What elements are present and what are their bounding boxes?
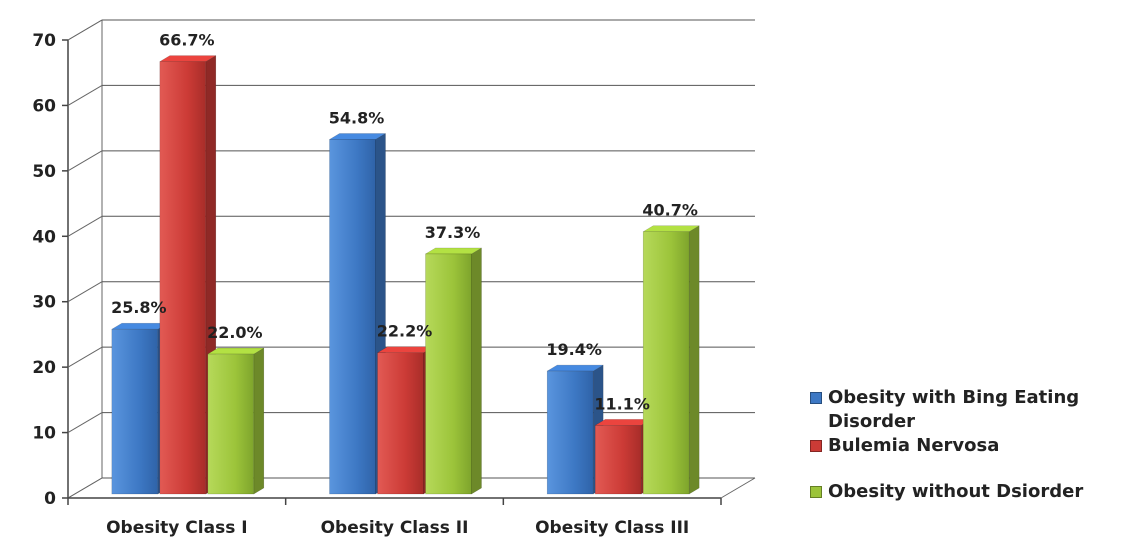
- bar-top: [546, 364, 605, 372]
- bar: [594, 418, 653, 495]
- x-tick-label: Obesity Class II: [321, 518, 469, 538]
- data-label: 37.3%: [425, 223, 481, 242]
- bar-top: [594, 419, 653, 426]
- gridline-diagonal: [67, 215, 103, 237]
- legend: Obesity with Bing Eating Disorder Bulemi…: [810, 386, 1125, 504]
- bar: [376, 346, 435, 495]
- bar: [546, 364, 605, 495]
- y-tick-label: 70: [32, 31, 56, 51]
- bar-top: [110, 322, 169, 330]
- y-tick-label: 30: [32, 293, 56, 313]
- gridline-diagonal: [67, 477, 103, 499]
- bar-side: [688, 225, 700, 495]
- legend-item-bulimia: Bulemia Nervosa: [810, 434, 1125, 458]
- y-tick-label: 60: [32, 96, 56, 116]
- legend-item-binge: Obesity with Bing Eating Disorder: [810, 386, 1125, 434]
- data-label: 22.2%: [377, 322, 433, 341]
- bar-front: [425, 253, 472, 495]
- legend-label: Bulemia Nervosa: [828, 435, 1000, 456]
- bar-top: [424, 247, 483, 255]
- y-tick-label: 20: [32, 358, 56, 378]
- bar-front: [329, 139, 376, 495]
- data-label: 25.8%: [111, 298, 167, 317]
- bar-top: [642, 225, 701, 232]
- data-label: 40.7%: [642, 201, 698, 220]
- x-tick-label: Obesity Class I: [106, 518, 247, 538]
- gridline-diagonal: [67, 150, 103, 172]
- legend-swatch-blue: [810, 392, 822, 404]
- bar: [424, 247, 483, 495]
- bar-top: [158, 55, 217, 62]
- data-label: 54.8%: [329, 108, 385, 127]
- data-label: 66.7%: [159, 31, 215, 50]
- legend-swatch-red: [810, 440, 822, 452]
- chart-walls: [67, 19, 103, 499]
- x-tick-label: Obesity Class III: [535, 518, 689, 538]
- legend-label: Obesity without Dsiorder: [828, 481, 1084, 502]
- y-tick-label: 10: [32, 424, 56, 444]
- gridline-diagonal: [67, 412, 103, 434]
- x-axis: Obesity Class I Obesity Class II Obesity C…: [67, 477, 756, 538]
- gridline-diagonal: [67, 346, 103, 368]
- bar-top: [376, 346, 435, 353]
- data-labels: 25.8% 66.7% 22.0% 54.8% 22.2% 37.3% 19.4% 11.1%…: [111, 31, 698, 414]
- gridline-diagonal: [67, 281, 103, 303]
- bar-front: [111, 328, 159, 495]
- bar-front: [594, 425, 642, 495]
- data-label: 22.0%: [207, 323, 263, 342]
- bar: [642, 225, 701, 495]
- bar: [110, 322, 169, 495]
- legend-label: Obesity with Bing Eating Disorder: [828, 387, 1080, 432]
- bar-top: [206, 347, 265, 355]
- gridline-diagonal: [67, 84, 103, 106]
- bar: [328, 133, 387, 495]
- y-tick-label: 0: [44, 489, 56, 509]
- bar-top: [328, 133, 387, 140]
- bar-chart: 0 10 20 30 40 50 60 70 25.8% 66.7% 22.0% 54.8% 22.2…: [32, 19, 756, 538]
- bar: [206, 347, 265, 495]
- floor-right-edge: [720, 477, 756, 499]
- legend-swatch-green: [810, 486, 822, 498]
- legend-item-without: Obesity without Dsiorder: [810, 480, 1125, 504]
- y-tick-label: 40: [32, 227, 56, 247]
- y-tick-label: 50: [32, 162, 56, 182]
- bar-front: [642, 231, 690, 495]
- bar-side: [253, 347, 265, 495]
- y-axis: 0 10 20 30 40 50 60 70: [32, 31, 68, 509]
- bar: [158, 55, 217, 495]
- bar-front: [159, 61, 207, 495]
- bar-front: [377, 352, 424, 495]
- bar-front: [546, 370, 594, 495]
- bar-side: [471, 247, 482, 495]
- data-label: 19.4%: [546, 340, 602, 359]
- bar-front: [207, 353, 255, 495]
- data-label: 11.1%: [594, 394, 650, 413]
- bars: [110, 55, 701, 495]
- gridline-diagonal: [67, 19, 103, 41]
